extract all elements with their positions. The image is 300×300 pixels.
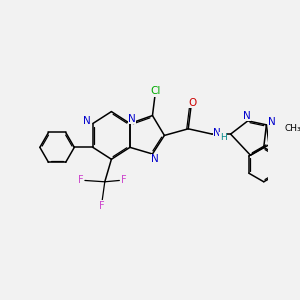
Text: N: N [213, 128, 221, 138]
Text: H: H [220, 133, 226, 142]
Text: N: N [151, 154, 159, 164]
Text: CH₃: CH₃ [285, 124, 300, 133]
Text: N: N [128, 114, 136, 124]
Text: F: F [78, 176, 84, 185]
Text: Cl: Cl [151, 86, 161, 96]
Text: N: N [83, 116, 91, 126]
Text: F: F [121, 176, 126, 185]
Text: F: F [99, 201, 105, 211]
Text: O: O [188, 98, 196, 108]
Text: N: N [243, 111, 250, 121]
Text: N: N [268, 117, 276, 127]
